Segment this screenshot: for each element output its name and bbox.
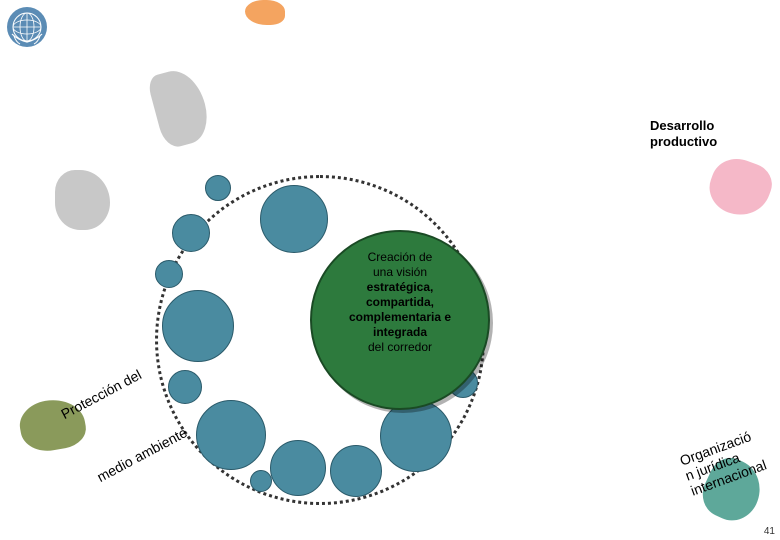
bubble-1 xyxy=(205,175,231,201)
desarrollo-line1: Desarrollo xyxy=(650,118,714,133)
center-l4: compartida, xyxy=(366,295,434,309)
bubble-9 xyxy=(380,400,452,472)
center-l2: una visión xyxy=(373,265,427,279)
label-proteccion: Protección del xyxy=(58,366,144,422)
center-text: Creación de una visión estratégica, comp… xyxy=(328,250,472,355)
bubble-0 xyxy=(260,185,328,253)
bubble-8 xyxy=(330,445,382,497)
orange-blob xyxy=(245,0,285,25)
bubble-2 xyxy=(172,214,210,252)
gray-blob-2 xyxy=(55,170,110,230)
pink-blob xyxy=(702,151,777,223)
page-number: 41 xyxy=(764,526,775,537)
bubble-4 xyxy=(162,290,234,362)
center-l6: integrada xyxy=(373,325,427,339)
bubble-6 xyxy=(196,400,266,470)
desarrollo-line2: productivo xyxy=(650,134,717,149)
center-l5: complementaria e xyxy=(349,310,451,324)
bubble-11 xyxy=(250,470,272,492)
bubble-7 xyxy=(270,440,326,496)
gray-blob-1 xyxy=(146,65,214,150)
un-logo xyxy=(6,6,48,53)
bubble-5 xyxy=(168,370,202,404)
center-l3: estratégica, xyxy=(367,280,434,294)
label-medio: medio ambiente xyxy=(94,424,189,485)
label-desarrollo: Desarrollo productivo xyxy=(650,118,717,149)
bubble-3 xyxy=(155,260,183,288)
center-l1: Creación de xyxy=(368,250,433,264)
center-l7: del corredor xyxy=(368,340,432,354)
